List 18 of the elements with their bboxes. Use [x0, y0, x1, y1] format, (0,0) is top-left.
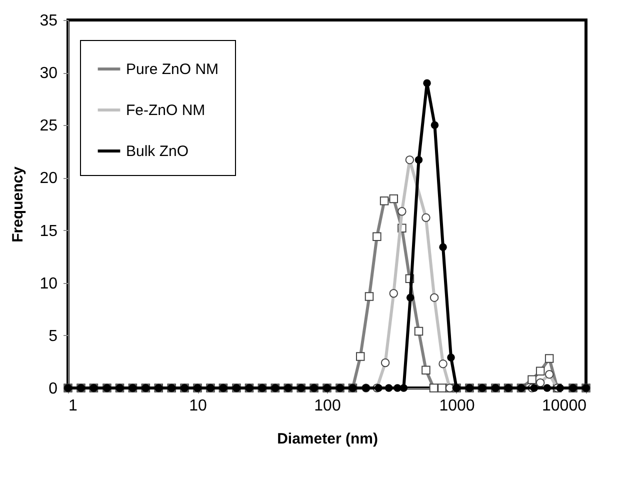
y-tick-label: 20	[40, 170, 58, 188]
y-tick-label: 30	[40, 65, 58, 82]
x-tick-label: 1000	[439, 398, 475, 414]
legend-label: Bulk ZnO	[126, 143, 189, 160]
legend-label: Fe-ZnO NM	[126, 102, 206, 119]
y-tick-label: 5	[48, 328, 58, 345]
y-tick-label: 15	[40, 222, 58, 240]
y-tick-label: 25	[40, 118, 58, 135]
x-tick-label: 100	[314, 398, 341, 414]
y-tick-label: 10	[40, 275, 58, 292]
y-tick-label: 0	[48, 380, 58, 398]
x-tick-label: 10	[189, 398, 207, 414]
y-tick-label: 35	[40, 12, 58, 30]
legend-label: Pure ZnO NM	[126, 61, 219, 78]
y-axis-title: Frequency	[10, 166, 27, 242]
x-tick-label: 10000	[542, 398, 587, 414]
x-axis-title: Diameter (nm)	[277, 430, 378, 448]
x-tick-label: 1	[68, 398, 78, 414]
